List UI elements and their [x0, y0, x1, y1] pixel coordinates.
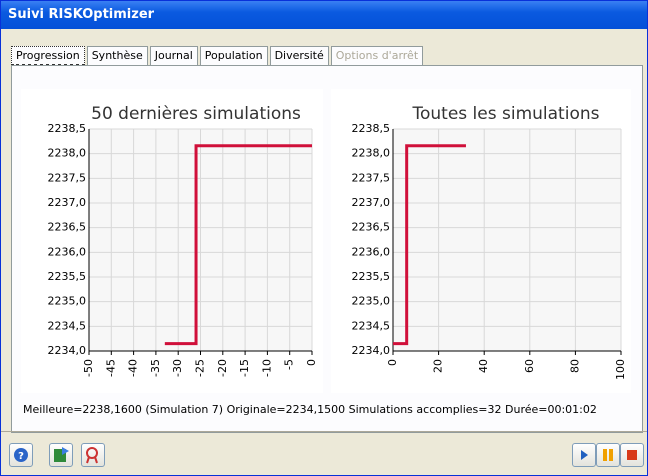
x-tick-label: -25	[194, 359, 207, 377]
tab: Options d'arrêt	[330, 46, 424, 67]
tab[interactable]: Diversité	[269, 46, 329, 67]
charts: 50 dernières simulations 2234,0 2234,5 2235…	[21, 89, 631, 393]
plot-area	[393, 129, 621, 351]
x-tick-label: -15	[238, 359, 251, 377]
y-tick-label: 2237,0	[48, 196, 87, 209]
y-tick-label: 2238,0	[48, 147, 87, 160]
x-tick-label: -50	[82, 359, 95, 377]
tab[interactable]: Journal	[149, 46, 198, 67]
window-title: Suivi RISKOptimizer	[1, 1, 647, 29]
tab[interactable]: Progression	[11, 46, 85, 67]
y-tick-label: 2236,5	[48, 221, 87, 234]
svg-text:?: ?	[18, 451, 24, 462]
chart-title: 50 dernières simulations	[91, 104, 301, 124]
chart-title: Toutes les simulations	[412, 104, 600, 124]
y-tick-label: 2238,0	[352, 147, 391, 160]
toolbar: ?	[1, 431, 647, 476]
y-tick-label: 2235,5	[48, 270, 87, 283]
x-tick-label: -35	[149, 359, 162, 377]
x-tick-label: 60	[523, 359, 536, 373]
y-tick-label: 2235,5	[352, 270, 391, 283]
y-tick-label: 2236,0	[352, 245, 391, 258]
x-tick-label: 20	[432, 359, 445, 373]
y-tick-label: 2236,5	[352, 221, 391, 234]
tab[interactable]: Population	[199, 46, 268, 67]
tab-strip: Progression Synthèse Journal Population …	[11, 46, 425, 67]
run-button[interactable]	[572, 443, 596, 467]
y-tick-label: 2238,5	[352, 122, 391, 135]
y-tick-label: 2234,0	[352, 344, 391, 357]
y-tick-label: 2234,5	[48, 319, 87, 332]
y-tick-label: 2237,0	[352, 196, 391, 209]
tab[interactable]: Synthèse	[86, 46, 148, 67]
report-button[interactable]	[81, 443, 105, 467]
data-line	[393, 144, 466, 346]
pause-button[interactable]	[596, 443, 620, 467]
x-tick-label: -30	[171, 359, 184, 377]
x-tick-label: 100	[614, 359, 627, 380]
x-tick-label: -5	[283, 359, 296, 370]
stop-button[interactable]	[620, 443, 644, 467]
y-tick-label: 2238,5	[48, 122, 87, 135]
excel-button[interactable]	[49, 443, 73, 467]
x-tick-label: -10	[260, 359, 273, 377]
y-tick-label: 2236,0	[48, 245, 87, 258]
x-tick-label: -40	[127, 359, 140, 377]
y-tick-label: 2235,0	[352, 295, 391, 308]
y-tick-label: 2237,5	[352, 171, 391, 184]
y-tick-label: 2235,0	[48, 295, 87, 308]
status-text: Meilleure=2238,1600 (Simulation 7) Origi…	[23, 403, 597, 416]
x-tick-label: -20	[216, 359, 229, 377]
x-tick-label: -45	[104, 359, 117, 377]
y-tick-label: 2234,0	[48, 344, 87, 357]
x-tick-label: 0	[386, 359, 399, 366]
x-tick-label: 80	[568, 359, 581, 373]
x-tick-label: 0	[305, 359, 318, 366]
help-button[interactable]: ?	[9, 443, 33, 467]
y-tick-label: 2234,5	[352, 319, 391, 332]
x-tick-label: 40	[477, 359, 490, 373]
y-tick-label: 2237,5	[48, 171, 87, 184]
data-line	[164, 144, 312, 346]
